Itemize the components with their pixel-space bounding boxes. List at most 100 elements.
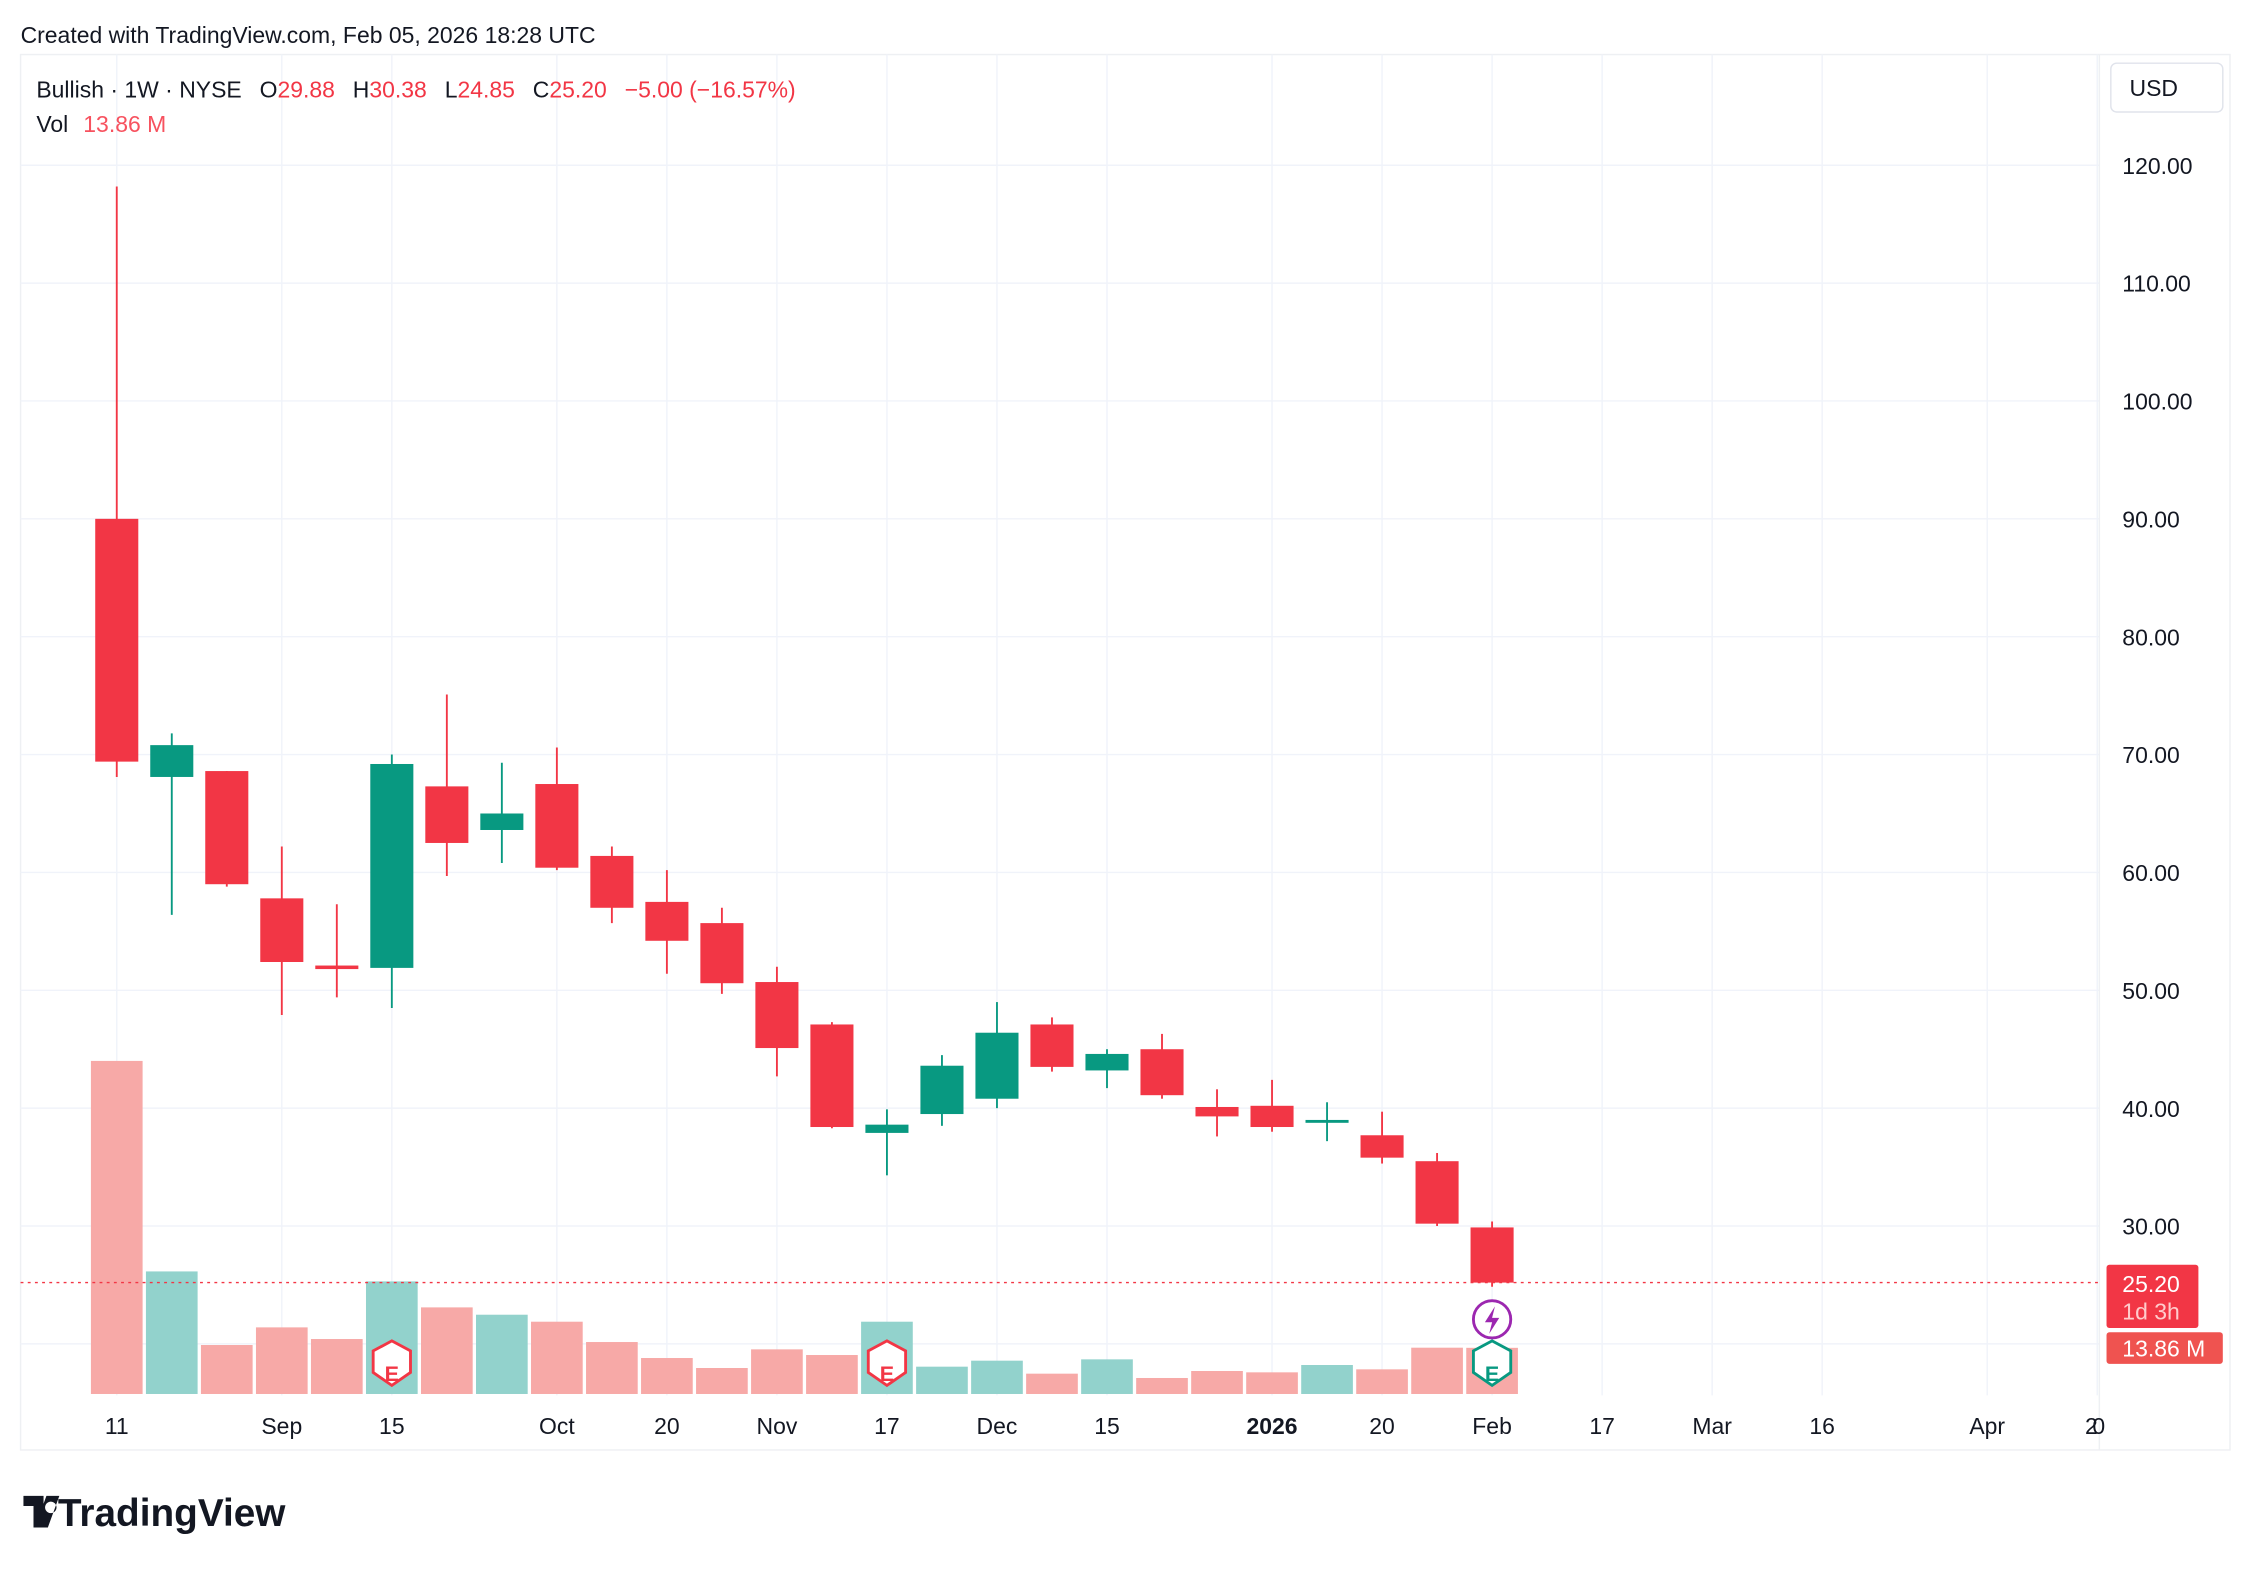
candle — [865, 1109, 909, 1176]
earnings-label: E — [880, 1362, 894, 1386]
volume-bar — [531, 1321, 583, 1394]
volume-bar — [1136, 1377, 1188, 1394]
candle-body — [535, 784, 579, 868]
time-axis[interactable]: 11 Sep 15 Oct 20 Nov 17 Dec 15 2026 20 Feb 17 Mar 16 Ap… — [105, 1413, 2105, 1439]
earnings-icon — [866, 1339, 908, 1388]
price-tick-label: 70.00 — [2122, 742, 2179, 768]
close-value: 25.20 — [549, 77, 606, 103]
volume-bar — [916, 1366, 968, 1394]
volume-bar — [696, 1368, 748, 1394]
volume-bar — [145, 1271, 198, 1394]
price-tick-label: 110.00 — [2122, 271, 2191, 297]
time-tick-label: 17 — [1589, 1413, 1615, 1439]
candle-body — [1140, 1049, 1184, 1096]
candle-body — [810, 1024, 854, 1128]
price-tick-label: 90.00 — [2122, 506, 2179, 532]
volume-bar — [200, 1345, 253, 1394]
candle-body — [865, 1124, 909, 1133]
time-tick-label: 17 — [874, 1413, 900, 1439]
candle-body — [1085, 1053, 1129, 1071]
candle-body — [1195, 1106, 1239, 1117]
candle — [260, 846, 304, 1016]
time-tick-label: 20 — [1369, 1413, 1395, 1439]
price-tick-label: 100.00 — [2122, 389, 2192, 415]
candle-body — [590, 855, 634, 908]
price-tick-label: 120.00 — [2122, 153, 2192, 179]
chart-frame — [19, 53, 2231, 1451]
time-tick-label: Feb — [1472, 1413, 1512, 1439]
candle — [150, 733, 194, 915]
candle-body — [755, 982, 799, 1049]
earnings-icon — [1471, 1339, 1513, 1388]
candle — [755, 966, 799, 1077]
last-price-label: 25.20 1d 3h — [2106, 1264, 2199, 1328]
volume-bar — [1356, 1369, 1408, 1394]
tradingview-logo: TradingView — [23, 1492, 286, 1535]
volume-bar — [476, 1314, 528, 1394]
candle — [95, 186, 139, 777]
price-tick-label: 80.00 — [2122, 624, 2179, 650]
svg-text:USD: USD — [2129, 75, 2177, 101]
earnings-marker[interactable]: E — [371, 1339, 412, 1388]
volume-bar — [1026, 1373, 1078, 1394]
volume-bar — [90, 1060, 143, 1394]
time-tick-label: Nov — [757, 1413, 798, 1439]
volume-bar — [310, 1339, 363, 1394]
open-value: 29.88 — [277, 77, 334, 103]
earnings-label: E — [385, 1362, 399, 1386]
last-price-value: 25.20 — [2122, 1271, 2179, 1297]
time-tick-label: Oct — [539, 1413, 575, 1439]
time-tick-label: 11 — [105, 1413, 129, 1439]
candle-body — [315, 965, 359, 970]
candle — [315, 904, 359, 998]
candle — [1305, 1102, 1349, 1142]
svg-text:13.86 M: 13.86 M — [2122, 1336, 2205, 1362]
candle — [645, 870, 689, 974]
time-tick-label: Apr — [1969, 1413, 2005, 1439]
candle-body — [1470, 1227, 1514, 1283]
last-volume-label: 13.86 M — [2106, 1332, 2223, 1364]
candle — [590, 846, 634, 924]
time-tick-label: 16 — [1809, 1413, 1835, 1439]
price-tick-label: 50.00 — [2122, 978, 2179, 1004]
candle-body — [480, 813, 524, 830]
earnings-marker[interactable]: E — [1471, 1339, 1513, 1388]
time-tick-label: 2026 — [1246, 1413, 1297, 1439]
candle-body — [370, 763, 414, 968]
volume-bar — [751, 1349, 803, 1394]
candle-body — [95, 518, 139, 762]
currency-button[interactable]: USD — [2110, 62, 2224, 113]
candle — [1140, 1033, 1184, 1099]
time-tick-label: 20 — [2085, 1413, 2105, 1439]
earnings-label: E — [1485, 1362, 1499, 1386]
candle-body — [1360, 1135, 1404, 1158]
candle — [1415, 1152, 1459, 1227]
earnings-marker[interactable]: E — [866, 1339, 908, 1388]
credit-text: Created with TradingView.com, Feb 05, 20… — [21, 22, 596, 48]
candle-body — [260, 898, 304, 963]
candle — [810, 1022, 854, 1129]
price-axis[interactable]: 30.00 40.00 50.00 60.00 70.00 80.00 90.00 100.0… — [2122, 153, 2192, 1240]
price-tick-label: 60.00 — [2122, 860, 2179, 886]
time-tick-label: 20 — [654, 1413, 680, 1439]
volume-bar — [1191, 1371, 1243, 1394]
volume-bar — [1081, 1359, 1133, 1394]
volume-bar — [1301, 1365, 1353, 1394]
candle-body — [1030, 1024, 1074, 1067]
candle — [700, 907, 744, 994]
earnings-icon — [371, 1339, 412, 1388]
volume-value: 13.86 M — [83, 111, 166, 137]
price-tick-label: 40.00 — [2122, 1096, 2179, 1122]
event-marker[interactable] — [1471, 1299, 1513, 1340]
volume-legend: Vol 13.86 M — [36, 111, 166, 137]
candle — [920, 1055, 964, 1126]
candle — [535, 747, 579, 871]
volume-bar — [806, 1355, 858, 1394]
candle — [1085, 1049, 1129, 1089]
time-tick-label: Dec — [977, 1413, 1018, 1439]
candle-body — [920, 1065, 964, 1115]
volume-bar — [420, 1307, 473, 1394]
volume-bar — [1246, 1372, 1298, 1394]
